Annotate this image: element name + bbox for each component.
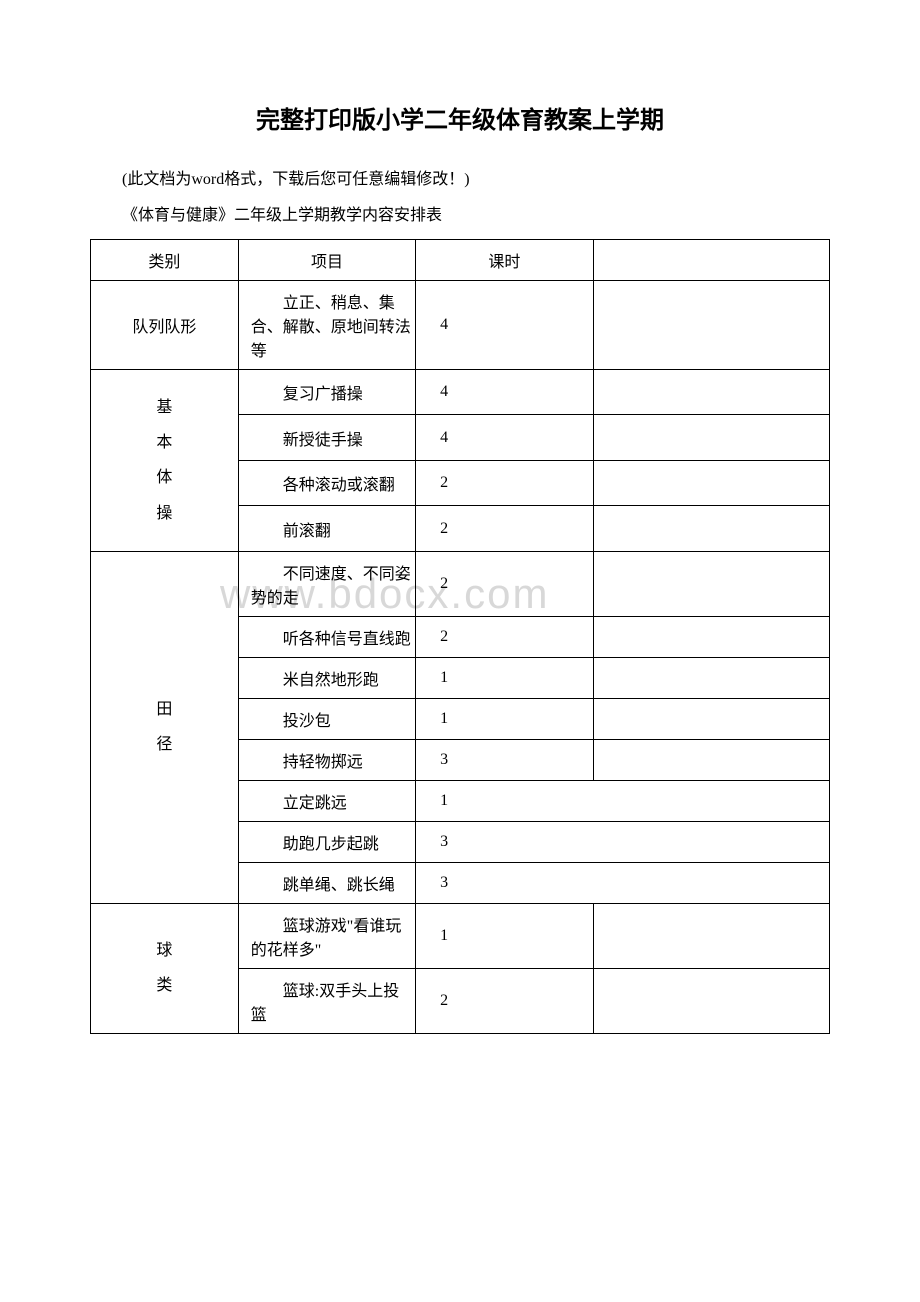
item-cell: 跳单绳、跳长绳 [238,862,415,903]
item-cell: 持轻物掷远 [238,739,415,780]
table-row: 队列队形 立正、稍息、集合、解散、原地间转法等 4 [91,281,830,370]
hours-cell: 1 [416,657,593,698]
item-cell: 助跑几步起跳 [238,821,415,862]
item-cell: 篮球游戏"看谁玩的花样多" [238,903,415,968]
schedule-table: 类别 项目 课时 队列队形 立正、稍息、集合、解散、原地间转法等 4 基 本 体… [90,239,830,1034]
empty-cell [593,903,829,968]
category-char: 操 [95,496,234,531]
hours-cell: 2 [416,968,593,1033]
hours-cell: 2 [416,551,593,616]
hours-cell: 4 [416,281,593,370]
hours-cell: 1 [416,780,830,821]
category-char: 体 [95,460,234,495]
hours-cell: 3 [416,739,593,780]
item-cell: 投沙包 [238,698,415,739]
category-char: 田 [95,692,234,727]
category-char: 球 [95,933,234,968]
empty-cell [593,370,829,415]
hours-cell: 3 [416,821,830,862]
category-cell: 田 径 [91,551,239,903]
hours-cell: 4 [416,415,593,460]
item-cell: 立正、稍息、集合、解散、原地间转法等 [238,281,415,370]
header-hours: 课时 [416,240,593,281]
header-empty [593,240,829,281]
table-row: 基 本 体 操 复习广播操 4 [91,370,830,415]
page-title: 完整打印版小学二年级体育教案上学期 [90,100,830,135]
format-note: (此文档为word格式，下载后您可任意编辑修改！) [90,165,830,189]
item-cell: 听各种信号直线跑 [238,616,415,657]
header-category: 类别 [91,240,239,281]
hours-cell: 2 [416,506,593,551]
empty-cell [593,281,829,370]
item-cell: 新授徒手操 [238,415,415,460]
item-cell: 米自然地形跑 [238,657,415,698]
table-subtitle: 《体育与健康》二年级上学期教学内容安排表 [90,201,830,225]
hours-cell: 3 [416,862,830,903]
item-cell: 前滚翻 [238,506,415,551]
table-row: 田 径 不同速度、不同姿势的走 2 [91,551,830,616]
category-char: 类 [95,968,234,1003]
empty-cell [593,616,829,657]
hours-cell: 1 [416,903,593,968]
table-row: 球 类 篮球游戏"看谁玩的花样多" 1 [91,903,830,968]
empty-cell [593,551,829,616]
category-cell: 基 本 体 操 [91,370,239,552]
empty-cell [593,739,829,780]
empty-cell [593,415,829,460]
empty-cell [593,460,829,505]
category-char: 径 [95,727,234,762]
item-cell: 立定跳远 [238,780,415,821]
empty-cell [593,506,829,551]
item-cell: 各种滚动或滚翻 [238,460,415,505]
item-cell: 不同速度、不同姿势的走 [238,551,415,616]
empty-cell [593,698,829,739]
hours-cell: 2 [416,460,593,505]
item-cell: 复习广播操 [238,370,415,415]
hours-cell: 2 [416,616,593,657]
category-char: 基 [95,390,234,425]
category-char: 本 [95,425,234,460]
table-header-row: 类别 项目 课时 [91,240,830,281]
item-cell: 篮球:双手头上投篮 [238,968,415,1033]
hours-cell: 4 [416,370,593,415]
empty-cell [593,657,829,698]
empty-cell [593,968,829,1033]
category-cell: 队列队形 [91,281,239,370]
header-item: 项目 [238,240,415,281]
hours-cell: 1 [416,698,593,739]
category-cell: 球 类 [91,903,239,1033]
